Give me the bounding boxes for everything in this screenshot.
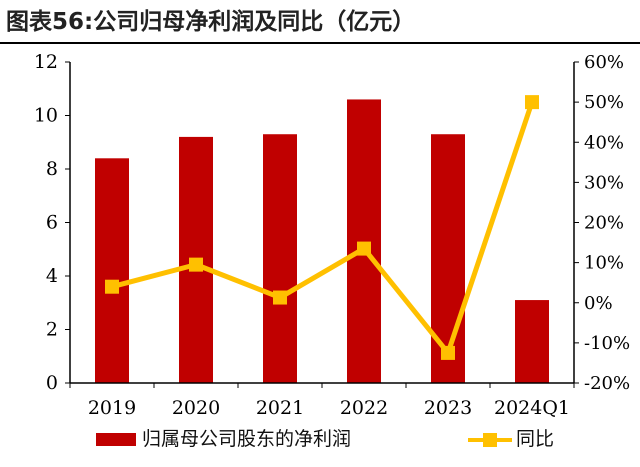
legend-bar-swatch xyxy=(96,433,136,446)
legend-bar-label: 归属母公司股东的净利润 xyxy=(142,428,352,450)
right-tick-label-3: 10% xyxy=(584,253,624,274)
bar-5 xyxy=(515,300,549,383)
right-tick-label-8: 60% xyxy=(584,52,624,73)
bar-3 xyxy=(347,99,381,383)
title-underline xyxy=(0,42,640,44)
bar-2 xyxy=(263,134,297,383)
right-tick-label-0: -20% xyxy=(584,373,630,394)
right-tick-label-1: -10% xyxy=(584,333,630,354)
legend-line-label: 同比 xyxy=(516,428,555,450)
left-tick-label-0: 0 xyxy=(46,372,58,394)
right-tick-label-4: 20% xyxy=(584,213,624,234)
growth-marker-3 xyxy=(357,241,371,256)
legend-item-bar: 归属母公司股东的净利润 xyxy=(96,424,351,454)
growth-marker-0 xyxy=(105,279,119,294)
x-tick-label-1: 2020 xyxy=(172,397,220,419)
x-tick-label-5: 2024Q1 xyxy=(494,397,570,419)
growth-marker-5 xyxy=(525,95,539,110)
left-tick-label-5: 10 xyxy=(34,105,58,127)
left-tick-label-6: 12 xyxy=(34,51,58,73)
right-tick-label-6: 40% xyxy=(584,132,624,153)
left-tick-label-4: 8 xyxy=(46,158,58,180)
bar-0 xyxy=(95,158,129,383)
left-tick-label-3: 6 xyxy=(46,212,58,234)
x-tick-label-0: 2019 xyxy=(88,397,136,419)
right-tick-label-7: 50% xyxy=(584,92,624,113)
growth-marker-1 xyxy=(189,257,203,272)
growth-line xyxy=(111,101,535,356)
left-tick-label-1: 2 xyxy=(46,319,58,341)
right-tick-label-5: 30% xyxy=(584,172,624,193)
x-tick-label-2: 2021 xyxy=(256,397,304,419)
x-tick-label-4: 2023 xyxy=(424,397,472,419)
growth-marker-2 xyxy=(273,290,287,305)
growth-marker-4 xyxy=(441,345,455,360)
x-tick-label-3: 2022 xyxy=(340,397,388,419)
legend-item-line: 同比 xyxy=(468,424,554,454)
left-tick-label-2: 4 xyxy=(46,265,58,287)
right-tick-label-2: 0% xyxy=(584,293,613,314)
chart-title: 图表56:公司归母净利润及同比（亿元） xyxy=(6,9,416,35)
legend-line-swatch xyxy=(468,432,512,447)
chart-legend: 归属母公司股东的净利润 同比 xyxy=(96,424,636,454)
